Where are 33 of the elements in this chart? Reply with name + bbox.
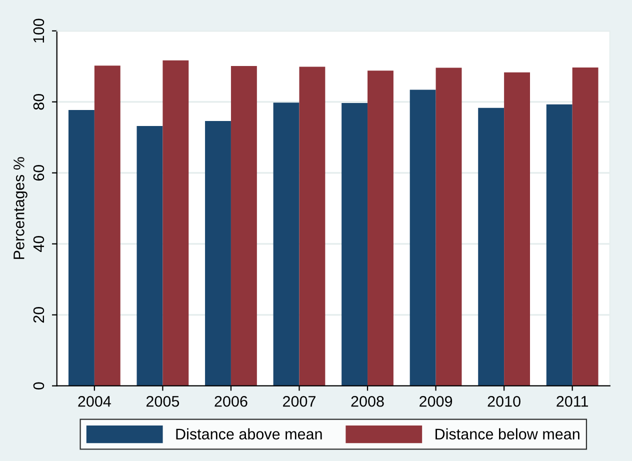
x-tick-label: 2011 bbox=[556, 396, 588, 407]
bar bbox=[273, 102, 300, 386]
bar bbox=[94, 66, 120, 386]
legend-label: Distance above mean bbox=[176, 428, 322, 440]
bar bbox=[299, 66, 326, 386]
bar bbox=[436, 68, 462, 386]
bar bbox=[504, 72, 530, 386]
x-tick-label: 2005 bbox=[146, 396, 180, 407]
bar bbox=[68, 110, 94, 386]
y-tick-label: 80 bbox=[33, 94, 44, 110]
x-tick-label: 2004 bbox=[78, 396, 111, 407]
x-tick-label: 2006 bbox=[214, 396, 248, 407]
legend-label: Distance below mean bbox=[436, 428, 580, 440]
bar bbox=[410, 90, 436, 386]
bar bbox=[342, 102, 368, 386]
bar bbox=[572, 67, 598, 386]
x-tick-label: 2009 bbox=[420, 396, 452, 407]
bar bbox=[162, 60, 189, 386]
y-tick-label: 60 bbox=[33, 164, 44, 181]
x-tick-label: 2008 bbox=[351, 396, 384, 407]
bar bbox=[136, 126, 163, 386]
y-tick-label: 0 bbox=[33, 382, 44, 390]
y-tick-label: 20 bbox=[33, 306, 44, 323]
y-tick-label: 40 bbox=[33, 236, 44, 252]
y-tick-label: 100 bbox=[33, 18, 44, 42]
bar bbox=[368, 70, 394, 386]
bar bbox=[546, 104, 572, 386]
y-axis-title: Percentages % bbox=[14, 157, 28, 259]
x-tick-label: 2007 bbox=[283, 396, 316, 407]
bar bbox=[205, 121, 231, 386]
bar bbox=[478, 108, 504, 386]
bar bbox=[230, 66, 257, 386]
x-tick-label: 2010 bbox=[488, 396, 520, 407]
